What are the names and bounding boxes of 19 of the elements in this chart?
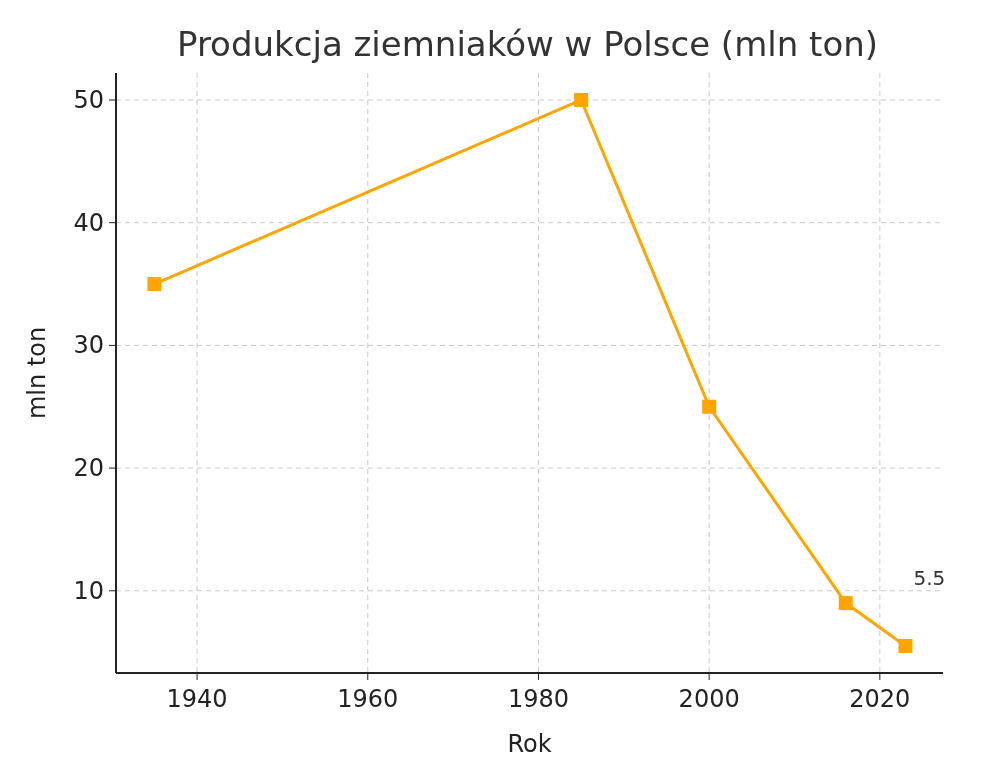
point [574, 92, 589, 107]
x-tick-label: 1980 [507, 685, 569, 713]
y-tick-label: 20 [73, 454, 104, 483]
y-tick-label: 30 [73, 331, 104, 360]
x-tick-label: 1960 [337, 685, 399, 713]
y-tick-label: 10 [73, 576, 104, 605]
point [898, 639, 913, 654]
x-axis-title: Rok [507, 730, 552, 758]
x-tick-label: 1940 [166, 685, 228, 713]
y-tick-label: 40 [73, 208, 104, 237]
chart-title: Produkcja ziemniaków w Polsce (mln ton) [176, 24, 879, 64]
point [702, 399, 717, 414]
point [147, 277, 162, 292]
annotation: 5.5 [913, 566, 946, 591]
y-axis-title: mln ton [23, 326, 51, 420]
x-tick-label: 2020 [849, 685, 911, 713]
x-tick-label: 2000 [678, 685, 740, 713]
y-tick-label: 50 [73, 85, 104, 114]
point [838, 596, 853, 611]
